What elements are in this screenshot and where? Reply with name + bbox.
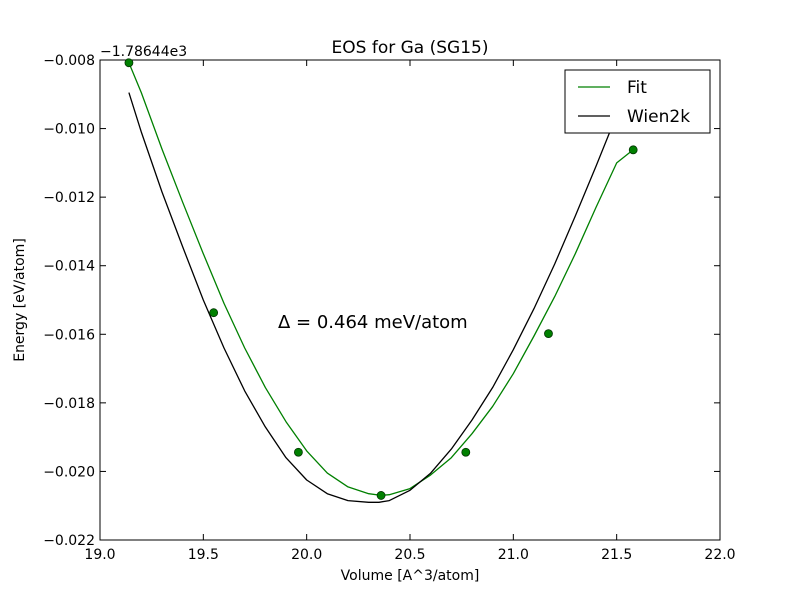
plot-area: 19.0 19.5 20.0 20.5 21.0 21.5 22.0 −0.008 −0.01… bbox=[43, 53, 735, 563]
x-tick-label: 22.0 bbox=[704, 547, 735, 563]
y-tick-label: −0.020 bbox=[43, 464, 95, 480]
series-line-wien2k bbox=[128, 92, 634, 503]
y-axis: −0.008 −0.010 −0.012 −0.014 −0.016 −0.018 −0.0… bbox=[43, 53, 720, 549]
chart-title: EOS for Ga (SG15) bbox=[332, 38, 489, 58]
legend-box bbox=[564, 69, 711, 134]
x-tick-label: 21.5 bbox=[601, 547, 632, 563]
legend-wien2k-label: Wien2k bbox=[627, 107, 690, 127]
y-tick-label: −0.014 bbox=[43, 259, 95, 275]
y-tick-label: −0.016 bbox=[43, 327, 95, 343]
x-tick-label: 20.5 bbox=[394, 547, 425, 563]
y-tick-label: −0.018 bbox=[43, 396, 95, 412]
data-point bbox=[544, 329, 553, 339]
y-offset-label: −1.78644e3 bbox=[100, 44, 187, 60]
data-point bbox=[209, 308, 219, 318]
delta-annotation: Δ = 0.464 meV/atom bbox=[278, 312, 468, 333]
legend: Fit Wien2k bbox=[564, 69, 711, 134]
data-point bbox=[124, 58, 134, 68]
x-tick-label: 21.0 bbox=[498, 547, 529, 563]
y-axis-label: Energy [eV/atom] bbox=[12, 238, 28, 362]
y-tick-label: −0.008 bbox=[43, 53, 95, 69]
y-tick-label: −0.010 bbox=[43, 122, 95, 138]
data-point bbox=[628, 145, 638, 155]
legend-fit-label: Fit bbox=[627, 78, 647, 98]
x-tick-label: 19.0 bbox=[84, 547, 115, 563]
y-tick-label: −0.022 bbox=[43, 533, 95, 549]
series-layer bbox=[124, 58, 638, 503]
x-tick-label: 19.5 bbox=[188, 547, 219, 563]
x-tick-label: 20.0 bbox=[291, 547, 322, 563]
data-point bbox=[376, 491, 386, 500]
x-axis-label: Volume [A^3/atom] bbox=[341, 568, 480, 584]
x-axis: 19.0 19.5 20.0 20.5 21.0 21.5 22.0 bbox=[84, 60, 736, 563]
data-point bbox=[293, 447, 303, 457]
data-point bbox=[461, 447, 471, 457]
y-tick-label: −0.012 bbox=[43, 190, 95, 206]
